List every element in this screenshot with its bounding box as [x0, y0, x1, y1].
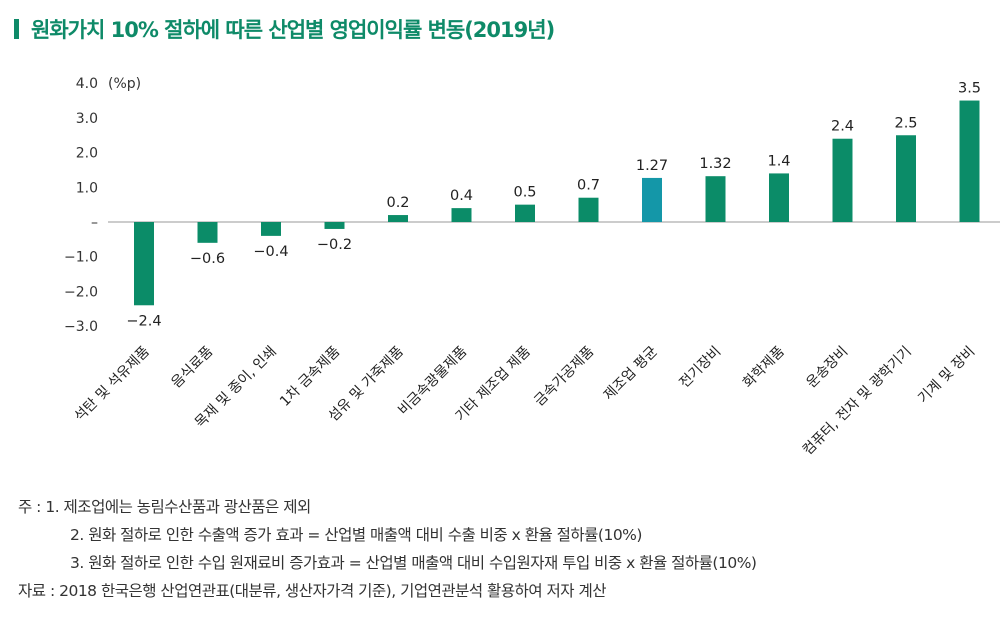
- footnotes: 주 : 1. 제조업에는 농림수산품과 광산품은 제외 2. 원화 절하로 인한…: [18, 493, 757, 605]
- y-tick-label: 4.0: [76, 76, 98, 92]
- bar: [261, 222, 281, 236]
- bar: [642, 177, 662, 222]
- bar: [388, 215, 408, 222]
- x-tick-label: 전기장비: [677, 344, 725, 392]
- x-tick-label: 음식료품: [169, 343, 217, 391]
- data-label: 2.4: [831, 119, 854, 135]
- data-label: 3.5: [958, 81, 981, 97]
- note-1: 주 : 1. 제조업에는 농림수산품과 광산품은 제외: [18, 498, 311, 516]
- chart-title-text: 원화가치 10% 절하에 따른 산업별 영업이익률 변동(2019년): [31, 18, 555, 42]
- bar: [705, 176, 726, 222]
- note-3: 3. 원화 절하로 인한 수입 원재료비 증가효과 = 산업별 매출액 대비 수…: [70, 554, 757, 572]
- y-tick-label: −3.0: [64, 319, 98, 335]
- data-label: 0.2: [386, 195, 409, 211]
- data-label: 2.5: [894, 115, 917, 131]
- data-label: 1.27: [636, 158, 668, 174]
- data-label: 0.7: [577, 178, 600, 194]
- y-tick-label: 2.0: [76, 146, 98, 162]
- x-tick-label: 제조업 평균: [601, 343, 661, 403]
- bar: [451, 208, 472, 222]
- bar: [896, 135, 916, 222]
- title-marker: [14, 19, 19, 39]
- data-label: 0.4: [450, 188, 473, 204]
- x-tick-label: 컴퓨터, 전자 및 광학기기: [800, 344, 915, 459]
- data-label: 1.32: [699, 156, 731, 172]
- x-tick-label: 석탄 및 석유제품: [71, 343, 152, 424]
- data-label: −0.2: [317, 237, 352, 253]
- bar: [959, 100, 980, 222]
- y-tick-label: −2.0: [64, 284, 98, 300]
- note-2: 2. 원화 절하로 인한 수출액 증가 효과 = 산업별 매출액 대비 수출 비…: [70, 526, 642, 544]
- bar: [324, 222, 345, 229]
- bar: [134, 222, 154, 306]
- x-tick-label: 금속가공제품: [531, 343, 597, 409]
- data-label: −2.4: [126, 313, 161, 329]
- x-tick-label: 화학제품: [740, 343, 788, 391]
- data-label: 1.4: [767, 153, 790, 169]
- y-tick-label: 1.0: [76, 180, 98, 196]
- x-tick-label: 기계 및 장비: [915, 344, 978, 407]
- y-tick-label: –: [91, 215, 98, 231]
- bar: [578, 197, 599, 222]
- y-axis-unit: (%p): [108, 76, 141, 92]
- x-tick-label: 1차 금속제품: [277, 343, 343, 409]
- bar: [832, 138, 853, 222]
- data-label: 0.5: [513, 185, 536, 201]
- bar: [197, 222, 218, 243]
- source: 자료 : 2018 한국은행 산업연관표(대분류, 생산자가격 기준), 기업연…: [18, 582, 607, 600]
- bar-chart: 4.0 3.0 2.0 1.0 – −1.0 −2.0 −3.0 (%p) −2.4 석탄 및 석유…: [64, 76, 1000, 459]
- chart-title: 원화가치 10% 절하에 따른 산업별 영업이익률 변동(2019년): [14, 14, 555, 44]
- y-tick-label: −1.0: [64, 250, 98, 266]
- y-tick-label: 3.0: [76, 111, 98, 127]
- data-label: −0.6: [190, 251, 225, 267]
- bar: [769, 173, 789, 222]
- x-tick-label: 운송장비: [804, 344, 852, 392]
- data-label: −0.4: [253, 244, 288, 260]
- bar: [515, 204, 535, 222]
